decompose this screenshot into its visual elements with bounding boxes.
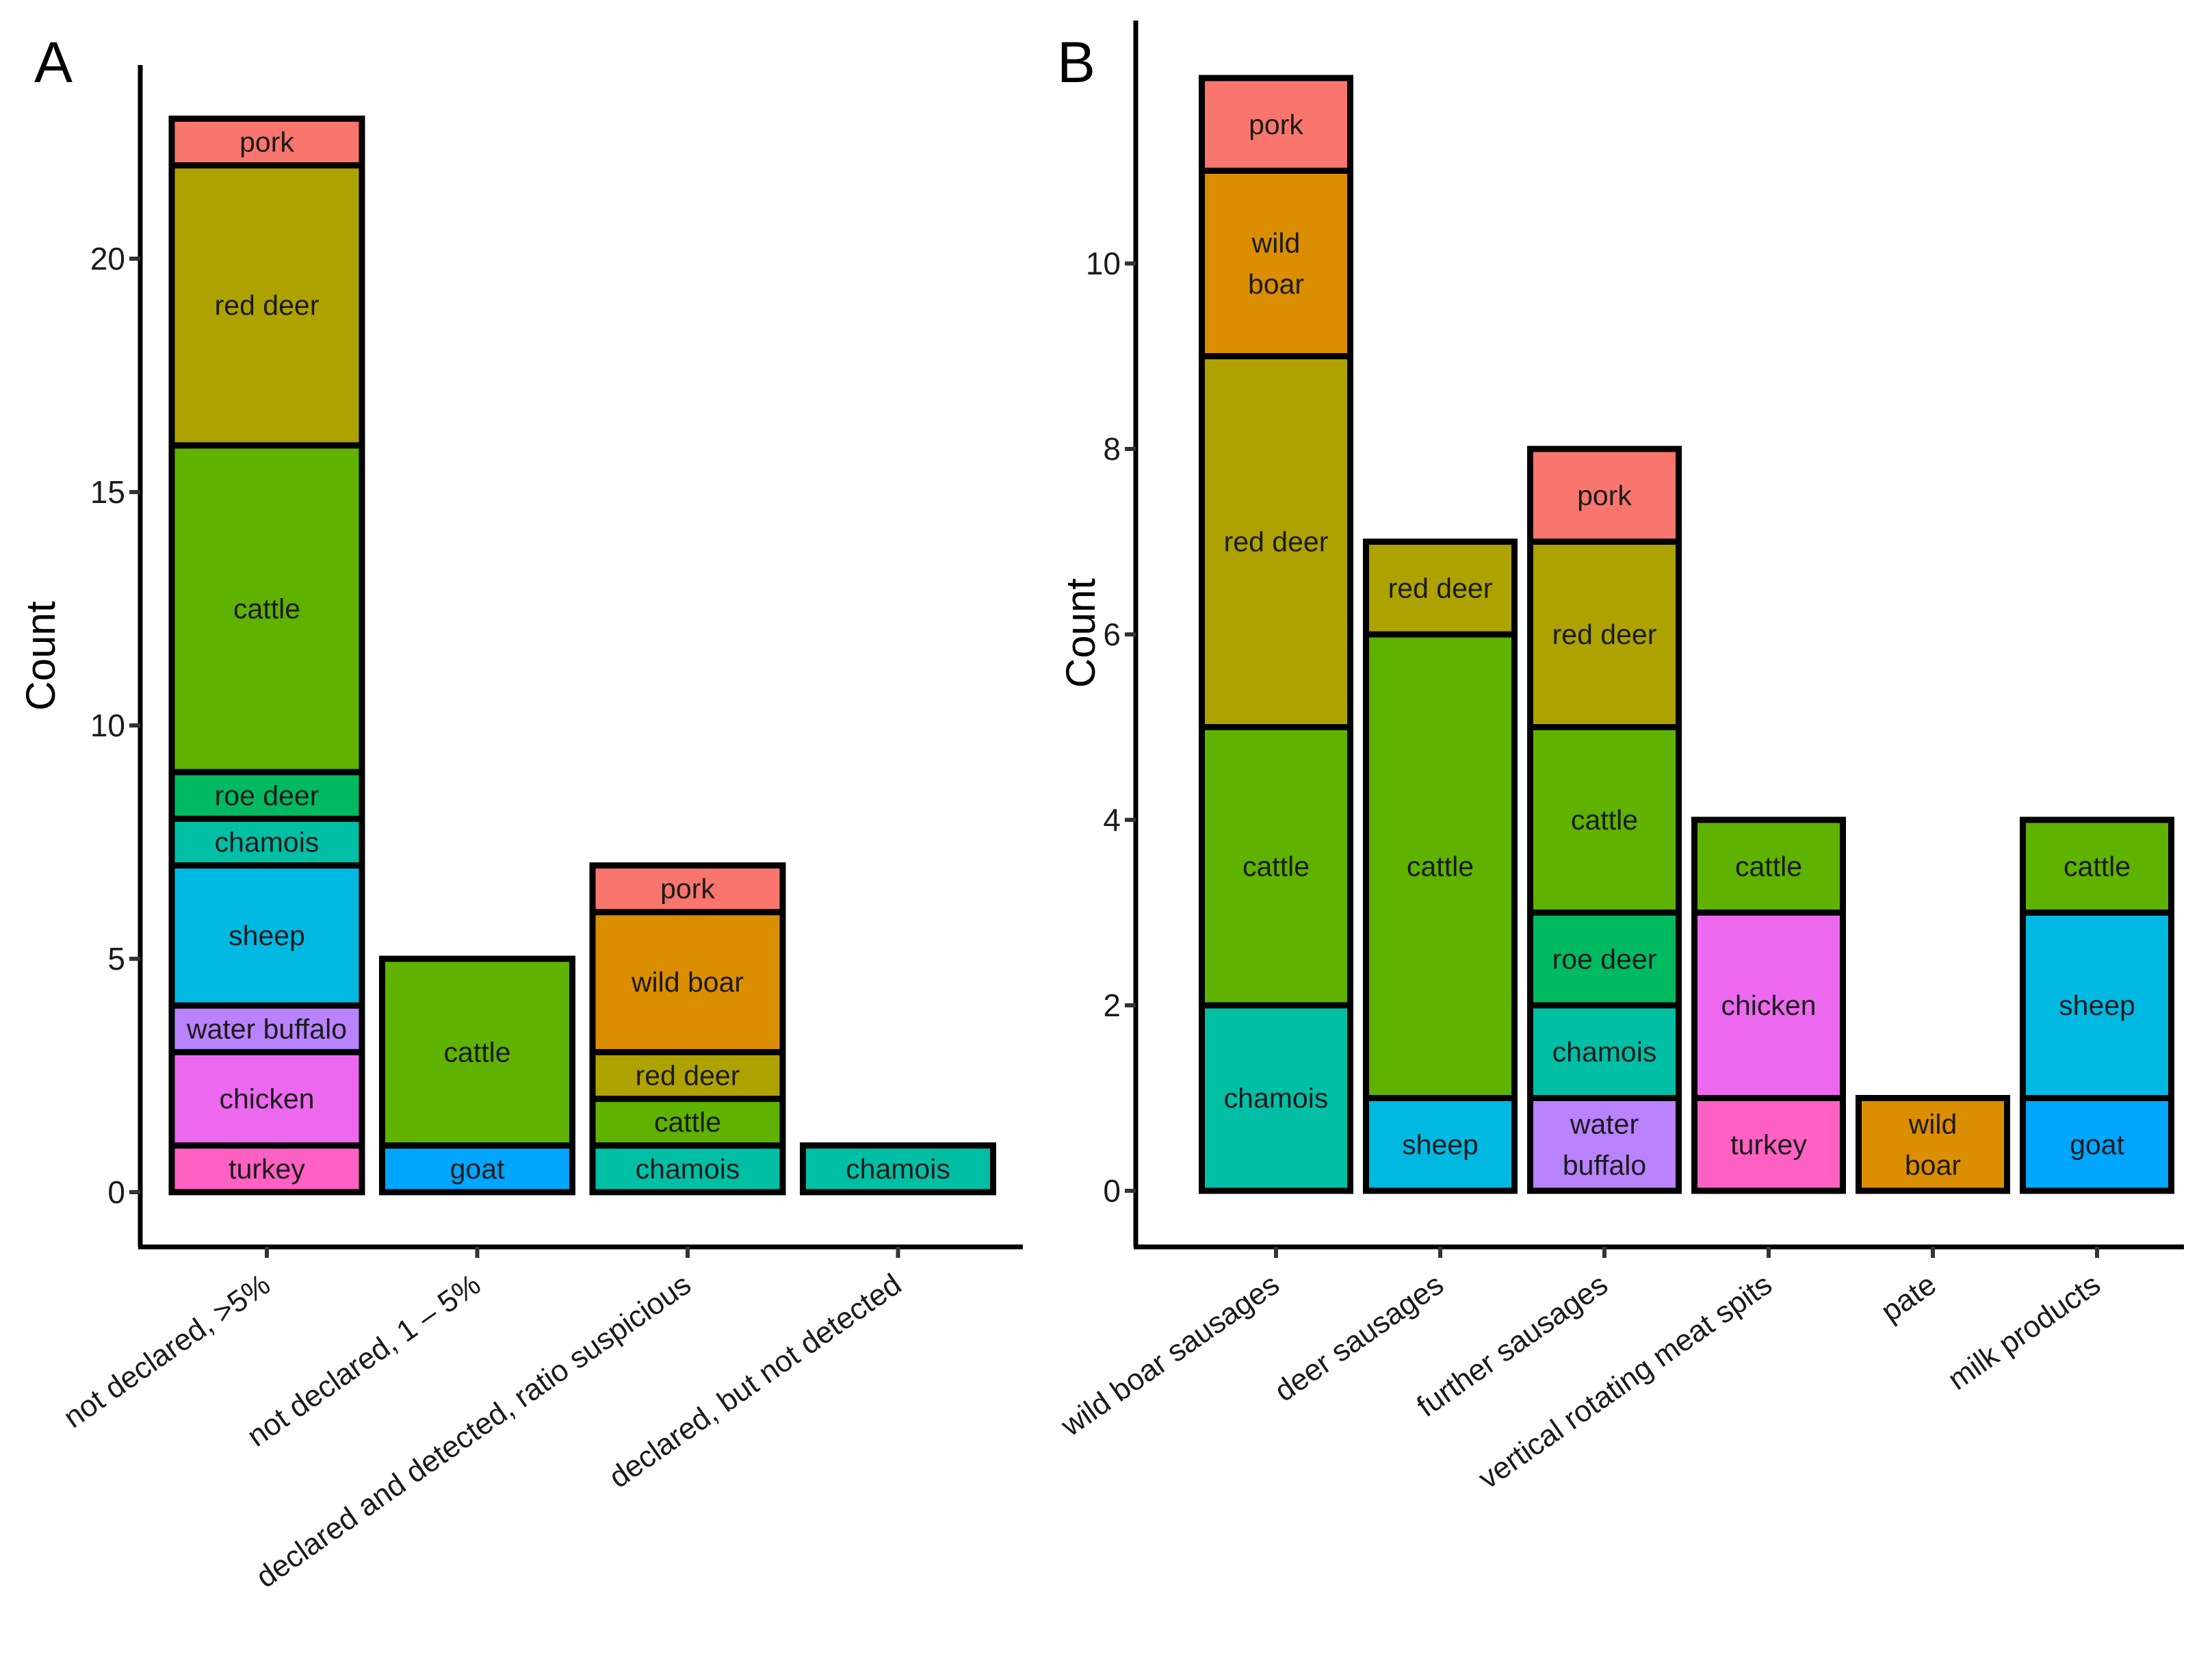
bar-segment-label: water buffalo xyxy=(186,1013,347,1044)
bar-segment-label: pork xyxy=(660,873,715,905)
bar-segment-roe-deer xyxy=(1527,910,1682,1009)
bar-segment-label: cattle xyxy=(444,1036,511,1068)
y-tick-label: 20 xyxy=(90,241,125,276)
bar-segment-label: goat xyxy=(2070,1129,2124,1160)
bar-segment-goat xyxy=(379,1142,575,1196)
bar-segment-red-deer xyxy=(1527,539,1682,730)
bar-segment-chamois xyxy=(800,1142,996,1196)
bar-segment-label: wild xyxy=(1251,227,1301,259)
bar-segment-label: chamois xyxy=(636,1153,740,1185)
bar-segment-red-deer xyxy=(168,162,365,449)
bar-segment-label: cattle xyxy=(2064,851,2131,882)
bar-segment-label: cattle xyxy=(1571,804,1638,836)
bar-segment-label: pork xyxy=(1249,109,1303,140)
bar-segment-cattle xyxy=(168,442,365,775)
bar-segment-cattle xyxy=(1527,724,1682,916)
bar-segment-label: red deer xyxy=(1224,526,1329,558)
y-axis-title: Count xyxy=(18,601,64,710)
bar-segment-cattle xyxy=(379,955,575,1149)
bar-segment-wild-boar xyxy=(1856,1095,2010,1194)
y-tick-label: 5 xyxy=(107,941,125,977)
bar-segment-label: chamois xyxy=(215,827,320,858)
bar-segment-label: boar xyxy=(1905,1149,1961,1181)
bar-segment-cattle xyxy=(1363,631,1518,1101)
bar-segment-pork xyxy=(168,115,365,169)
bar-segment-label: cattle xyxy=(654,1107,721,1138)
panel-letter: A xyxy=(34,30,73,94)
bar-segment-wild-boar xyxy=(1199,168,1353,359)
bar-segment-red-deer xyxy=(589,1048,786,1103)
y-tick-label: 0 xyxy=(107,1174,125,1210)
y-tick-label: 6 xyxy=(1103,617,1121,652)
bar-segment-label: red deer xyxy=(1552,619,1657,650)
bar-segment-label: red deer xyxy=(215,289,320,321)
bar-segment-label: roe deer xyxy=(215,779,320,811)
bar-segment-label: cattle xyxy=(1735,851,1802,882)
y-tick-label: 4 xyxy=(1103,802,1121,838)
bar-segment-label: sheep xyxy=(2059,990,2135,1021)
y-tick-label: 10 xyxy=(1086,246,1121,281)
bar-segment-chamois xyxy=(1199,1002,1353,1194)
bar-segment-label: chamois xyxy=(846,1153,950,1185)
bar-segment-chicken xyxy=(168,1048,365,1149)
bar-segment-label: goat xyxy=(450,1153,505,1185)
bar-segment-label: chicken xyxy=(219,1083,314,1115)
panel-b: B Count 0 2 4 6 8 10 chamois cattle red deer wild bo… xyxy=(1054,21,2184,1495)
bar-segment-label: cattle xyxy=(1407,851,1474,882)
bar-segment-cattle xyxy=(2020,816,2174,916)
bar-segment-label: sheep xyxy=(1402,1129,1479,1160)
bar-segment-label: cattle xyxy=(1242,851,1310,882)
bar-segment-label: roe deer xyxy=(1552,943,1657,975)
bar-segment-cattle xyxy=(1691,816,1846,916)
bar-segment-label: pork xyxy=(1577,480,1632,511)
bar-segment-label: cattle xyxy=(233,593,300,625)
y-tick-label: 15 xyxy=(90,474,125,510)
y-tick-label: 10 xyxy=(90,708,125,743)
bar-segment-pork xyxy=(1199,75,1353,174)
bar-segment-label: chicken xyxy=(1721,990,1816,1021)
bar-segment-label: buffalo xyxy=(1563,1149,1646,1181)
bar-segment-label: sheep xyxy=(229,920,305,951)
bar-segment-pork xyxy=(1527,446,1682,545)
bar-segment-wild-boar xyxy=(589,909,786,1055)
bar-segment-label: wild boar xyxy=(631,966,744,998)
y-tick-label: 0 xyxy=(1103,1173,1121,1209)
bar-segment-turkey xyxy=(1691,1095,1846,1194)
bar-segment-label: chamois xyxy=(1552,1036,1657,1068)
bar-segment-sheep xyxy=(168,862,365,1009)
bar-segment-pork xyxy=(589,862,786,916)
bar-segment-label: turkey xyxy=(229,1153,305,1185)
bar-segment-label: wild xyxy=(1908,1108,1957,1139)
y-tick-label: 2 xyxy=(1103,988,1121,1023)
y-tick-label: 8 xyxy=(1103,431,1121,467)
bar-segment-red-deer xyxy=(1363,539,1518,638)
bar-segment-label: turkey xyxy=(1730,1129,1807,1160)
bar-segment-label: boar xyxy=(1248,268,1304,300)
bar-segment-label: water xyxy=(1570,1108,1639,1139)
bar-segment-label: red deer xyxy=(1388,572,1493,604)
panel-letter: B xyxy=(1057,30,1095,94)
bar-segment-water-buffalo xyxy=(1527,1095,1682,1194)
bar-segment-label: red deer xyxy=(636,1060,740,1092)
bar-segment-label: chamois xyxy=(1224,1083,1329,1114)
y-axis-title: Count xyxy=(1058,578,1104,688)
bar-segment-label: pork xyxy=(239,127,294,158)
